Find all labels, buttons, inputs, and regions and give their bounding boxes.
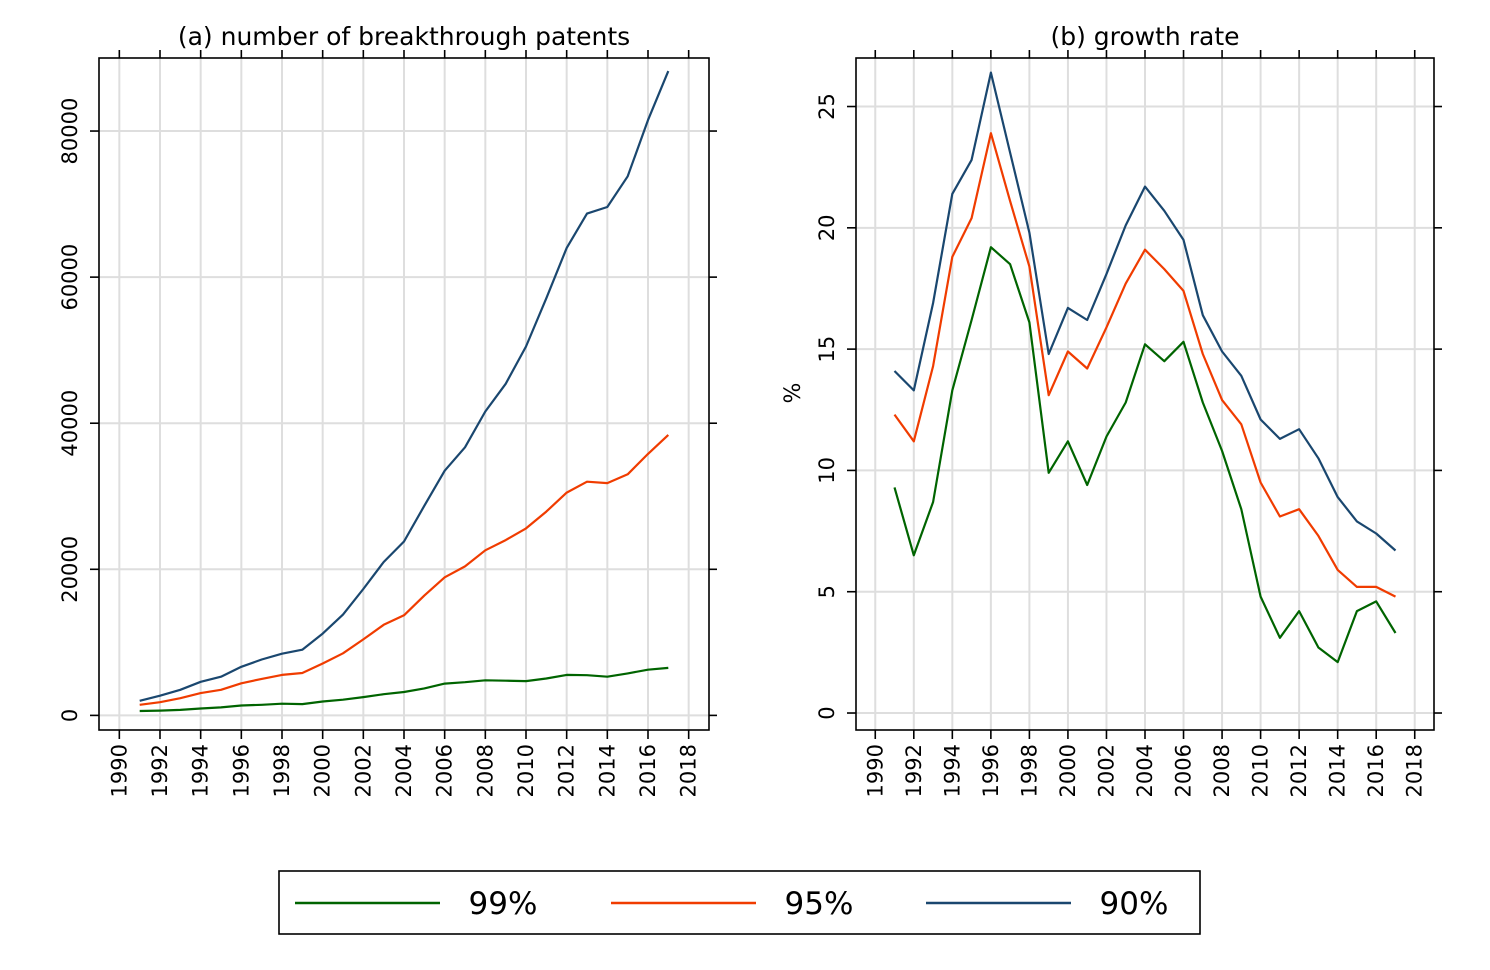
series-line-90pct — [139, 70, 670, 702]
x-tick-label: 2016 — [636, 744, 660, 797]
x-tick-label: 2016 — [1364, 744, 1388, 797]
y-tick-label: 20000 — [58, 536, 82, 603]
y-tick-label: 0 — [58, 709, 82, 722]
y-tick-label: 20 — [815, 214, 839, 241]
y-tick-label: 40000 — [58, 390, 82, 457]
x-tick-label: 2010 — [1249, 744, 1273, 797]
series-line-99pct — [139, 666, 669, 713]
x-tick-label: 2008 — [1210, 744, 1234, 797]
legend: 99% 95% 90% — [278, 870, 1201, 935]
series-line-90pct — [893, 71, 1397, 552]
y-axis-label: % — [781, 383, 806, 404]
x-tick-label: 2000 — [311, 744, 335, 797]
series-line-99pct — [893, 246, 1397, 664]
legend-label: 99% — [469, 886, 538, 922]
x-tick-label: 2006 — [433, 744, 457, 797]
x-tick-label: 2012 — [555, 744, 579, 797]
x-tick-label: 1992 — [148, 744, 172, 797]
x-tick-label: 2004 — [1133, 744, 1157, 797]
x-tick-label: 2018 — [677, 744, 701, 797]
x-tick-label: 2014 — [595, 744, 619, 797]
panel-title: (a) number of breakthrough patents — [178, 22, 630, 51]
y-tick-label: 60000 — [58, 244, 82, 311]
x-tick-label: 1996 — [979, 744, 1003, 797]
y-tick-label: 15 — [815, 336, 839, 363]
x-tick-label: 2014 — [1326, 744, 1350, 797]
y-tick-label: 10 — [815, 457, 839, 484]
x-tick-label: 1994 — [940, 744, 964, 797]
y-tick-label: 5 — [815, 585, 839, 598]
x-tick-label: 1990 — [863, 744, 887, 797]
legend-label: 95% — [785, 886, 854, 922]
x-tick-label: 2012 — [1287, 744, 1311, 797]
panel-a-breakthrough-patents: 1990 1992 1994 1996 1998 2000 2002 2004 2006 2008… — [58, 22, 717, 797]
x-tick-label: 1996 — [229, 744, 253, 797]
x-tick-label: 1998 — [1017, 744, 1041, 797]
x-tick-label: 2008 — [473, 744, 497, 797]
x-tick-label: 2006 — [1172, 744, 1196, 797]
x-tick-label: 2004 — [392, 744, 416, 797]
legend-label: 90% — [1100, 886, 1169, 922]
series-line-95pct — [893, 132, 1396, 598]
x-tick-label: 1992 — [902, 744, 926, 797]
x-tick-label: 2010 — [514, 744, 538, 797]
panel-title: (b) growth rate — [1050, 22, 1239, 51]
y-tick-label: 0 — [815, 706, 839, 719]
series-line-95pct — [139, 434, 670, 706]
x-tick-label: 2002 — [351, 744, 375, 797]
x-tick-label: 2018 — [1403, 744, 1427, 797]
x-tick-label: 2002 — [1094, 744, 1118, 797]
panel-b-growth-rate: 1990 1992 1994 1996 1998 2000 2002 2004 2006 2008… — [781, 22, 1442, 797]
x-tick-label: 1990 — [107, 744, 131, 797]
x-tick-label: 1994 — [189, 744, 213, 797]
y-tick-label: 80000 — [58, 98, 82, 165]
y-tick-label: 25 — [815, 93, 839, 120]
x-tick-label: 1998 — [270, 744, 294, 797]
x-tick-label: 2000 — [1056, 744, 1080, 797]
